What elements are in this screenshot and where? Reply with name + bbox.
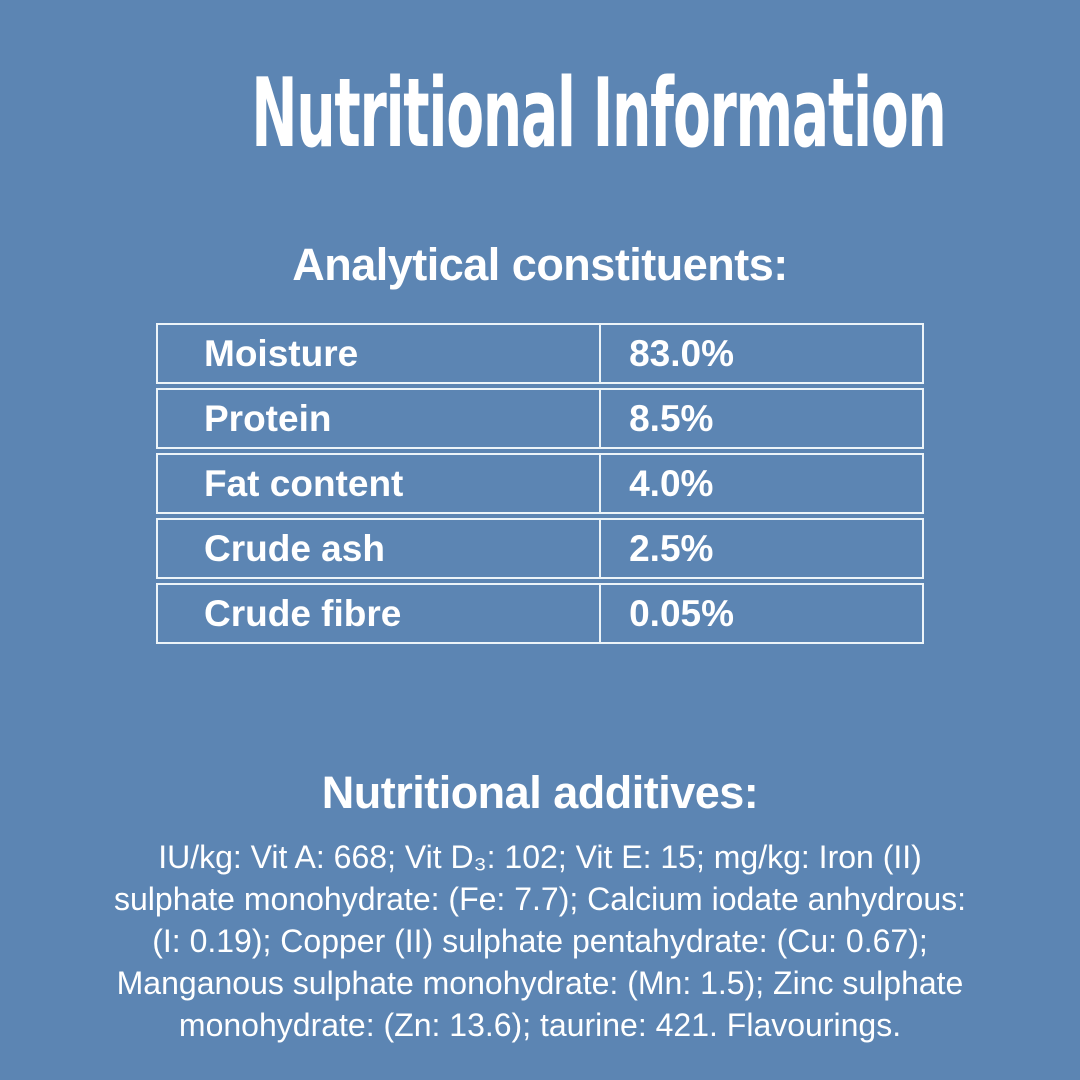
analytical-table: Moisture 83.0% Protein 8.5% Fat content … <box>156 323 924 644</box>
table-cell-value: 2.5% <box>601 520 922 577</box>
constituent-name: Crude fibre <box>204 592 402 634</box>
table-row: Crude fibre 0.05% <box>156 583 924 644</box>
table-cell-value: 8.5% <box>601 390 922 447</box>
constituent-value: 0.05% <box>629 592 735 634</box>
additives-line: sulphate monohydrate: (Fe: 7.7); Calcium… <box>113 881 966 917</box>
table-row: Protein 8.5% <box>156 388 924 449</box>
table-cell-label: Crude fibre <box>158 585 602 642</box>
constituent-name: Moisture <box>204 332 359 374</box>
analytical-constituents-heading: Analytical constituents: <box>292 239 788 290</box>
page-title: Nutritional Information <box>251 59 946 169</box>
table-cell-label: Crude ash <box>158 520 602 577</box>
additives-line: IU/kg: Vit A: 668; Vit D₃: 102; Vit E: 1… <box>158 839 922 875</box>
constituent-name: Protein <box>204 397 332 439</box>
constituent-name: Fat content <box>204 462 404 504</box>
page-title-wrap: Nutritional Information <box>0 60 1080 168</box>
table-row: Crude ash 2.5% <box>156 518 924 579</box>
additives-line: (I: 0.19); Copper (II) sulphate pentahyd… <box>152 923 928 959</box>
constituent-value: 8.5% <box>629 397 714 439</box>
constituent-value: 4.0% <box>629 462 714 504</box>
constituent-value: 2.5% <box>629 527 714 569</box>
constituent-name: Crude ash <box>204 527 385 569</box>
table-cell-label: Protein <box>158 390 602 447</box>
table-cell-label: Fat content <box>158 455 602 512</box>
table-cell-value: 83.0% <box>601 325 922 382</box>
additives-line: monohydrate: (Zn: 13.6); taurine: 421. F… <box>178 1007 902 1043</box>
table-cell-value: 0.05% <box>601 585 922 642</box>
nutritional-additives-heading: Nutritional additives: <box>321 767 759 818</box>
additives-paragraph: IU/kg: Vit A: 668; Vit D₃: 102; Vit E: 1… <box>0 836 1080 1046</box>
additives-line: Manganous sulphate monohydrate: (Mn: 1.5… <box>116 965 964 1001</box>
table-cell-label: Moisture <box>158 325 602 382</box>
table-row: Moisture 83.0% <box>156 323 924 384</box>
constituent-value: 83.0% <box>629 332 735 374</box>
table-row: Fat content 4.0% <box>156 453 924 514</box>
table-cell-value: 4.0% <box>601 455 922 512</box>
